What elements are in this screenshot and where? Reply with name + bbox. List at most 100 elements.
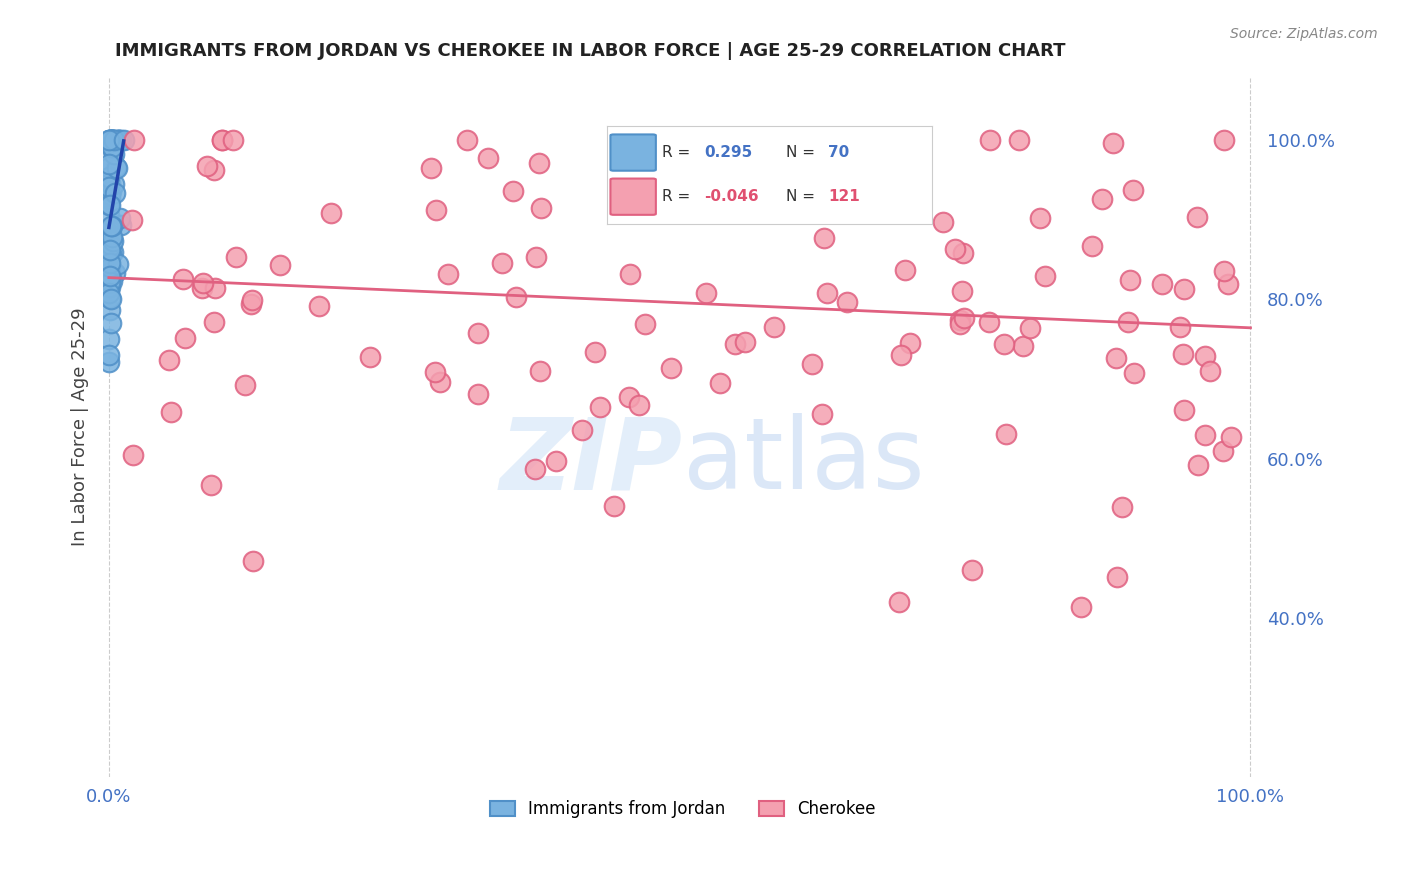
Cherokee	[1123, 366, 1146, 380]
Cherokee	[1218, 277, 1240, 292]
Cherokee	[191, 276, 214, 290]
Cherokee	[359, 350, 381, 364]
Cherokee	[173, 331, 195, 345]
Cherokee	[813, 231, 835, 245]
Immigrants from Jordan	[98, 133, 121, 147]
Cherokee	[1081, 239, 1104, 253]
Immigrants from Jordan	[100, 238, 122, 252]
Cherokee	[211, 133, 233, 147]
Immigrants from Jordan	[108, 133, 131, 147]
Cherokee	[523, 462, 546, 476]
Cherokee	[505, 290, 527, 304]
Immigrants from Jordan	[100, 140, 122, 154]
Cherokee	[695, 286, 717, 301]
Cherokee	[751, 133, 773, 147]
Cherokee	[121, 213, 143, 227]
Cherokee	[953, 310, 976, 325]
Cherokee	[619, 267, 641, 281]
Text: IMMIGRANTS FROM JORDAN VS CHEROKEE IN LABOR FORCE | AGE 25-29 CORRELATION CHART: IMMIGRANTS FROM JORDAN VS CHEROKEE IN LA…	[115, 42, 1066, 60]
Immigrants from Jordan	[98, 133, 121, 147]
Cherokee	[1119, 273, 1142, 287]
Cherokee	[419, 161, 441, 175]
Immigrants from Jordan	[105, 161, 128, 175]
Cherokee	[204, 280, 226, 294]
Cherokee	[813, 133, 835, 147]
Cherokee	[240, 293, 263, 308]
Immigrants from Jordan	[101, 133, 124, 147]
Cherokee	[633, 317, 655, 331]
Cherokee	[437, 267, 460, 281]
Cherokee	[1111, 500, 1133, 514]
Immigrants from Jordan	[98, 332, 121, 346]
Immigrants from Jordan	[112, 133, 135, 147]
Immigrants from Jordan	[103, 177, 125, 191]
Cherokee	[943, 242, 966, 256]
Immigrants from Jordan	[103, 133, 125, 147]
Immigrants from Jordan	[103, 146, 125, 161]
Cherokee	[122, 449, 145, 463]
Cherokee	[993, 337, 1015, 351]
Cherokee	[1107, 570, 1129, 584]
Immigrants from Jordan	[100, 230, 122, 244]
Cherokee	[1185, 210, 1208, 224]
Cherokee	[477, 151, 499, 165]
Cherokee	[893, 262, 915, 277]
Cherokee	[1187, 458, 1209, 472]
Cherokee	[222, 133, 245, 147]
Immigrants from Jordan	[98, 133, 121, 147]
Cherokee	[544, 454, 567, 468]
Cherokee	[308, 299, 330, 313]
Immigrants from Jordan	[97, 249, 120, 263]
Cherokee	[762, 133, 785, 147]
Immigrants from Jordan	[98, 222, 121, 236]
Cherokee	[1213, 264, 1236, 278]
Immigrants from Jordan	[98, 198, 121, 212]
Cherokee	[211, 133, 233, 147]
Cherokee	[887, 595, 910, 609]
Cherokee	[762, 153, 785, 168]
Cherokee	[157, 353, 180, 368]
Cherokee	[1173, 403, 1195, 417]
Cherokee	[529, 364, 551, 378]
Cherokee	[233, 378, 256, 392]
Y-axis label: In Labor Force | Age 25-29: In Labor Force | Age 25-29	[72, 308, 89, 546]
Immigrants from Jordan	[98, 268, 121, 283]
Immigrants from Jordan	[100, 247, 122, 261]
Immigrants from Jordan	[97, 169, 120, 184]
Cherokee	[661, 361, 683, 376]
Cherokee	[709, 376, 731, 390]
Cherokee	[122, 133, 145, 147]
Immigrants from Jordan	[101, 133, 124, 147]
Cherokee	[502, 184, 524, 198]
Immigrants from Jordan	[110, 211, 132, 226]
Immigrants from Jordan	[107, 133, 129, 147]
Immigrants from Jordan	[100, 176, 122, 190]
Cherokee	[931, 215, 953, 229]
Cherokee	[1070, 600, 1092, 615]
Cherokee	[1102, 136, 1125, 151]
Text: ZIP: ZIP	[499, 413, 682, 510]
Immigrants from Jordan	[100, 302, 122, 317]
Immigrants from Jordan	[98, 285, 121, 300]
Immigrants from Jordan	[105, 133, 128, 147]
Cherokee	[583, 345, 606, 359]
Cherokee	[803, 190, 825, 204]
Cherokee	[242, 553, 264, 567]
Cherokee	[628, 398, 651, 412]
Cherokee	[1008, 133, 1031, 147]
Immigrants from Jordan	[104, 160, 127, 174]
Cherokee	[425, 203, 447, 218]
Immigrants from Jordan	[100, 316, 122, 330]
Cherokee	[527, 156, 550, 170]
Immigrants from Jordan	[98, 243, 121, 257]
Immigrants from Jordan	[100, 133, 122, 147]
Cherokee	[160, 405, 183, 419]
Cherokee	[1091, 193, 1114, 207]
Cherokee	[762, 320, 785, 334]
Cherokee	[1029, 211, 1052, 226]
Immigrants from Jordan	[98, 133, 121, 147]
Cherokee	[1194, 349, 1216, 363]
Immigrants from Jordan	[98, 348, 121, 362]
Immigrants from Jordan	[98, 157, 121, 171]
Cherokee	[1105, 351, 1128, 365]
